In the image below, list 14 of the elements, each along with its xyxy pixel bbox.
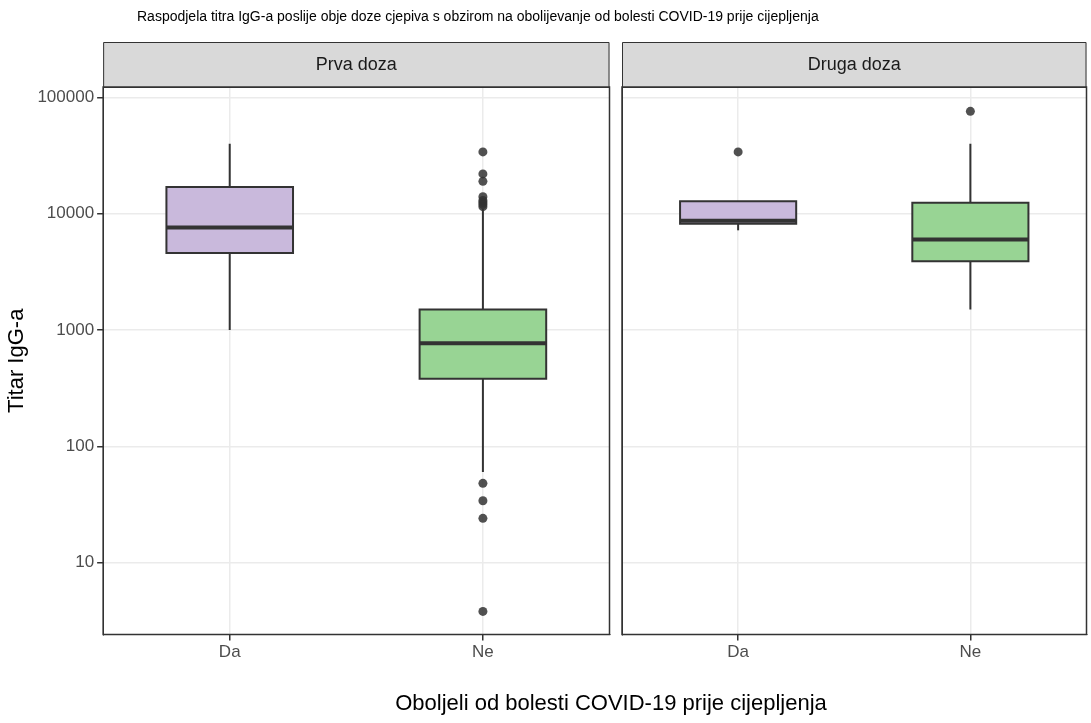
x-tick-label: Da <box>218 642 242 662</box>
y-tick-label: 10 <box>75 552 95 572</box>
x-axis-title: Oboljeli od bolesti COVID-19 prije cijepljenja <box>394 690 828 716</box>
y-tick-label: 1000 <box>56 319 95 339</box>
chart-subtitle: Druga doza <box>807 53 902 74</box>
chart-subtitle: Prva doza <box>315 53 398 74</box>
y-tick-label: 10000 <box>46 203 95 223</box>
y-axis-title: Titar IgG-a <box>3 307 29 413</box>
chart-title: Raspodjela titra IgG-a poslije obje doze cjepiva s obzirom na obolijevanje od bolesti COVID-19 prije cijepljenja <box>137 8 819 24</box>
x-tick-label: Da <box>727 642 750 662</box>
y-tick-label: 100 <box>65 435 95 455</box>
y-tick-label: 100000 <box>37 87 95 107</box>
x-tick-label: Ne <box>472 642 494 662</box>
x-tick-label: Ne <box>959 642 982 662</box>
